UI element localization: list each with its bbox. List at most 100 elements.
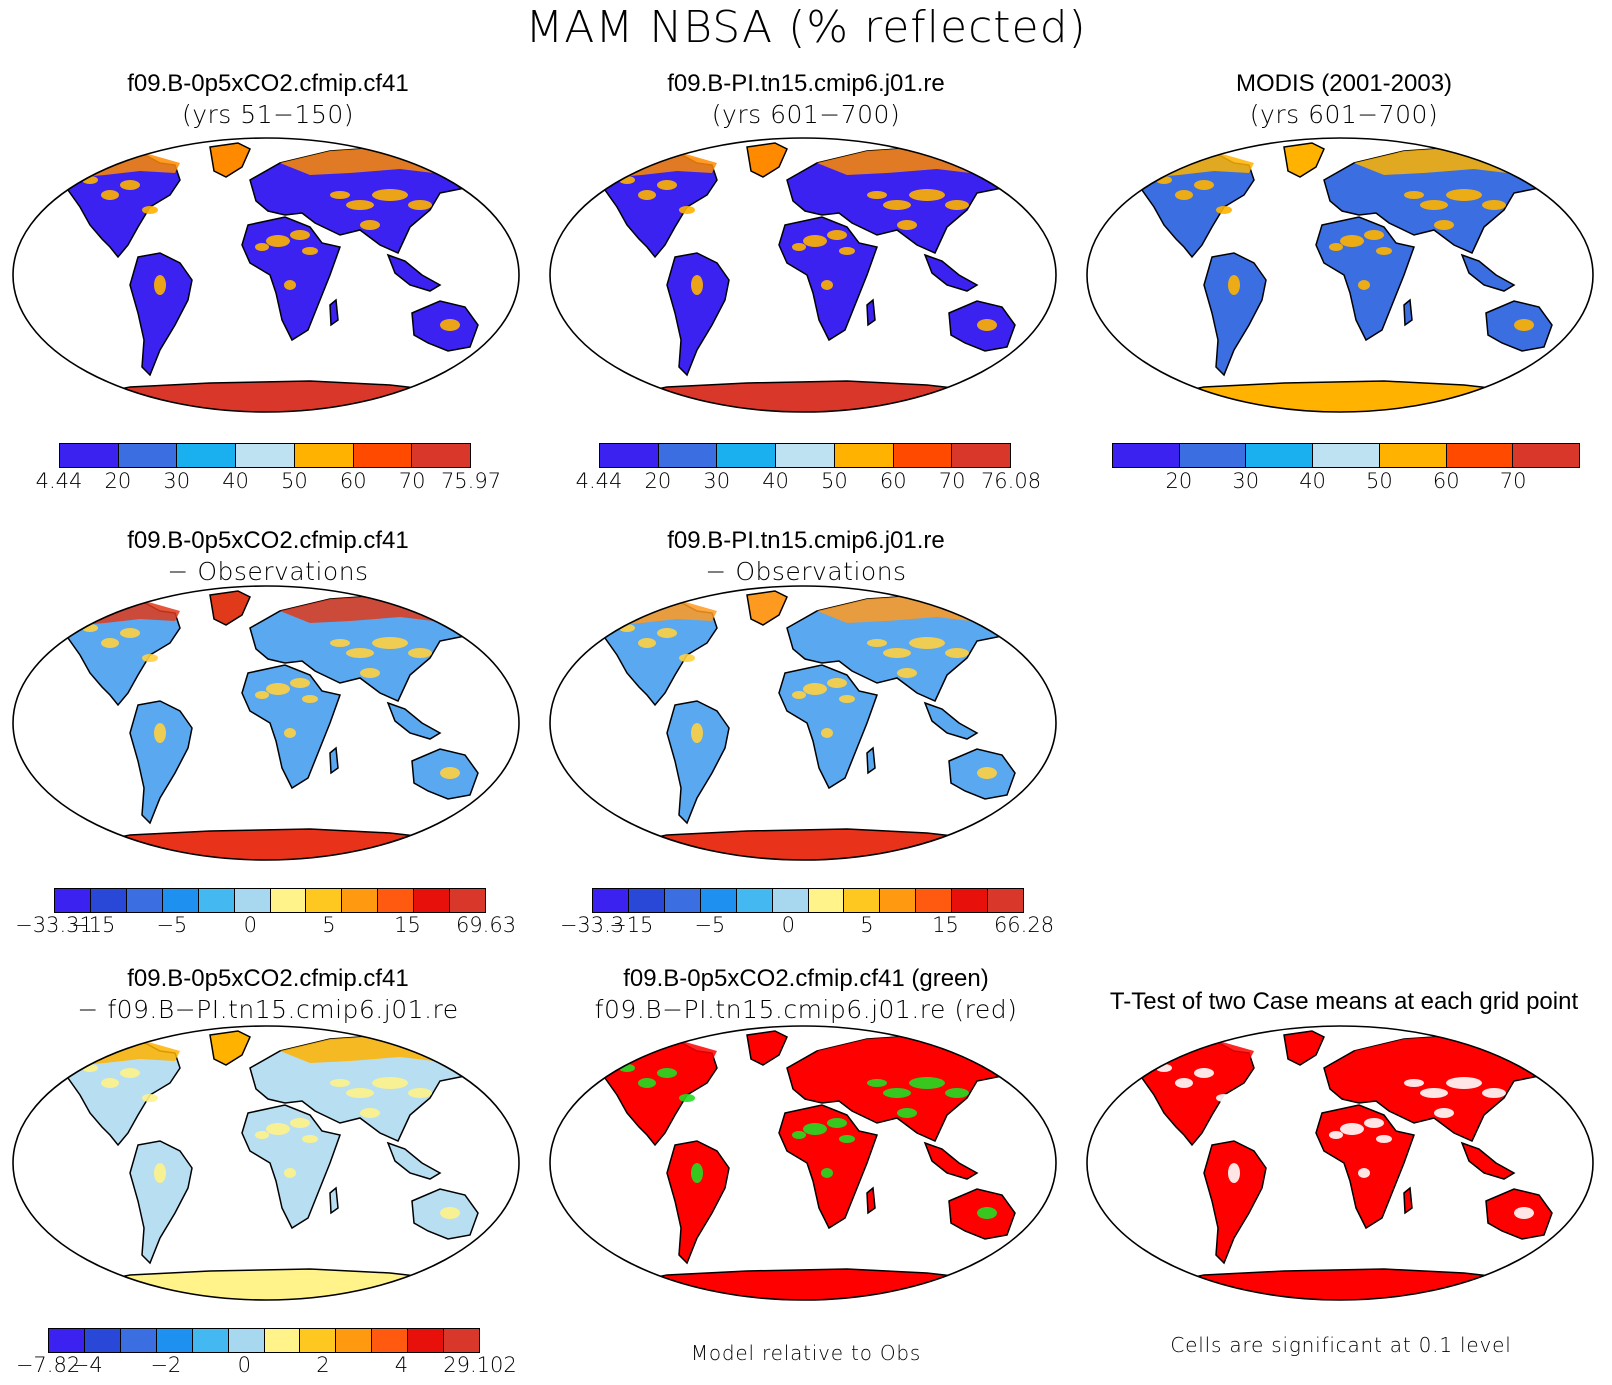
landmass-greenland <box>746 142 788 178</box>
field-patch <box>1514 319 1534 331</box>
map-panel-5 <box>547 583 1059 863</box>
colorbar-swatch <box>408 1329 445 1352</box>
colorbar-swatch <box>198 889 235 912</box>
field-patch <box>638 638 656 648</box>
colorbar-tick-label: 40 <box>222 469 249 493</box>
map-border <box>549 137 1057 413</box>
landmass-greenland <box>1283 1030 1325 1066</box>
colorbar-tick-label: 15 <box>932 913 959 937</box>
field-patch <box>1514 1207 1534 1219</box>
colorbar-tick-label: −15 <box>609 913 654 937</box>
landmass-seasia <box>1460 253 1516 292</box>
field-patch <box>821 1168 833 1178</box>
field-patch <box>827 1118 847 1128</box>
field-patch <box>284 280 296 290</box>
colorbar-tick-label: 30 <box>703 469 731 493</box>
landmass-greenland <box>209 142 251 178</box>
field-patch <box>638 1078 656 1088</box>
colorbar-tick-label: −15 <box>71 913 116 937</box>
colorbar-tick-label: 30 <box>1232 469 1260 493</box>
map-panel-6 <box>10 1023 522 1303</box>
colorbar-swatch <box>306 889 343 912</box>
colorbar-swatch <box>916 889 953 912</box>
map-border <box>12 1025 520 1301</box>
landmass-nz <box>1018 341 1032 365</box>
field-patch <box>897 220 917 230</box>
landmass-antarctica <box>77 380 482 412</box>
map-panel-8 <box>1084 1023 1596 1303</box>
field-patch <box>408 648 432 658</box>
map-border <box>12 585 520 861</box>
colorbar-tick-label: −5 <box>156 913 188 937</box>
field-patch <box>302 1135 318 1143</box>
colorbar-swatch <box>156 1329 193 1352</box>
landmass-antarctica <box>77 828 482 860</box>
field-patch <box>897 668 917 678</box>
landmass-sa <box>129 1140 193 1265</box>
colorbar-swatch <box>664 889 701 912</box>
panel-6-title: f09.B-0p5xCO2.cfmip.cf41 <box>127 965 409 992</box>
panel-4-subtitle: − Observations <box>167 557 369 586</box>
field-patch <box>1376 247 1392 255</box>
landmass-greenland <box>209 1030 251 1066</box>
field-patch <box>101 1078 119 1088</box>
panel-5-subtitle: − Observations <box>705 557 907 586</box>
colorbar-tick-label: 70 <box>938 469 966 493</box>
field-patch <box>839 1135 855 1143</box>
colorbar-swatch <box>600 444 659 467</box>
field-patch <box>1194 180 1214 190</box>
field-patch <box>1175 190 1193 200</box>
map-svg <box>1086 137 1594 413</box>
field-patch <box>1364 230 1384 240</box>
field-patch <box>803 1123 827 1135</box>
field-patch <box>266 235 290 247</box>
colorbar-tick-label: 50 <box>821 469 848 493</box>
colorbar-swatch <box>228 1329 265 1352</box>
colorbar-tick-label: 0 <box>781 913 796 937</box>
map-svg <box>12 1025 520 1301</box>
colorbar-swatch <box>264 1329 301 1352</box>
map-border <box>549 1025 1057 1301</box>
landmass-nz <box>1555 341 1569 365</box>
colorbar-swatch <box>300 1329 337 1352</box>
field-patch <box>821 728 833 738</box>
colorbar-tick-label: −5 <box>694 913 726 937</box>
colorbar-swatch <box>700 889 737 912</box>
field-patch <box>1358 1168 1370 1178</box>
landmass-nz <box>1018 1229 1032 1253</box>
colorbar-4 <box>54 888 486 913</box>
field-patch <box>142 1094 158 1102</box>
landmass-mad <box>1403 1186 1413 1215</box>
colorbar-swatch <box>988 889 1024 912</box>
colorbar-swatch <box>378 889 415 912</box>
map-svg <box>1086 1025 1594 1301</box>
landmass-mad <box>866 1186 876 1215</box>
landmass-seasia <box>923 253 979 292</box>
field-patch <box>372 637 408 649</box>
landmass-seasia <box>923 1141 979 1180</box>
colorbar-tick-label: 2 <box>316 1353 330 1377</box>
map-panel-1 <box>10 135 522 415</box>
landmass-mad <box>329 298 339 327</box>
field-patch <box>691 275 703 295</box>
field-patch <box>839 695 855 703</box>
colorbar-tick-label: 66.28 <box>993 913 1055 937</box>
panel-1-title: f09.B-0p5xCO2.cfmip.cf41 <box>127 70 409 97</box>
field-patch <box>1420 1088 1448 1098</box>
colorbar-tick-label: 15 <box>394 913 421 937</box>
landmass-greenland <box>1283 142 1325 178</box>
field-patch <box>638 190 656 200</box>
colorbar-5 <box>592 888 1024 913</box>
field-patch <box>909 189 945 201</box>
map-border <box>549 585 1057 861</box>
landmass-mad <box>1403 298 1413 327</box>
colorbar-tick-label: −33.3 <box>559 913 625 937</box>
field-patch <box>827 678 847 688</box>
field-patch <box>440 767 460 779</box>
field-patch <box>792 243 806 251</box>
field-patch <box>803 235 827 247</box>
colorbar-swatch <box>1379 444 1447 467</box>
field-patch <box>330 191 350 199</box>
colorbar-tick-label: 70 <box>1499 469 1527 493</box>
colorbar-tick-label: 4.44 <box>35 469 83 493</box>
